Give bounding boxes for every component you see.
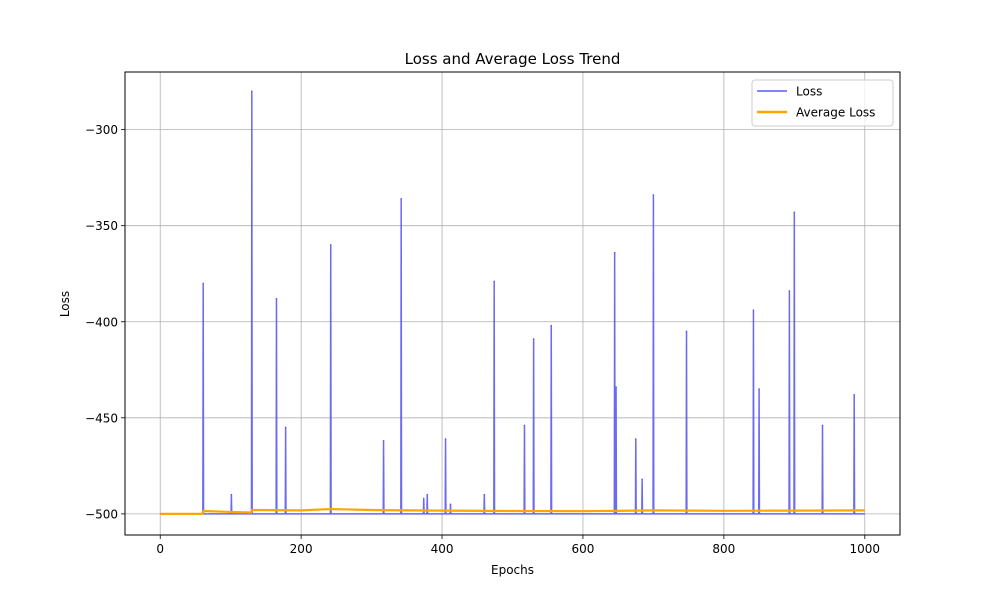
legend: Loss Average Loss	[751, 79, 894, 127]
loss-spike-point	[284, 426, 287, 429]
y-axis-label: Loss	[58, 291, 72, 317]
loss-spike-point	[793, 211, 796, 213]
loss-spike-point	[853, 394, 855, 396]
y-tick-label: −450	[85, 411, 118, 425]
y-tick-label: −400	[85, 315, 118, 329]
x-tick-label: 800	[712, 542, 735, 556]
chart-title: Loss and Average Loss Trend	[405, 50, 621, 68]
loss-spike-point	[752, 309, 755, 311]
x-tick-label: 200	[290, 542, 313, 556]
loss-spike-point	[613, 251, 616, 254]
loss-spike-point	[275, 297, 278, 300]
series-layer	[160, 90, 865, 515]
y-tick-label: −350	[85, 219, 118, 233]
loss-spike-point	[449, 503, 452, 506]
loss-spike-point	[788, 290, 791, 292]
loss-spike-point	[523, 424, 526, 427]
loss-spike-point	[483, 493, 486, 496]
loss-spike-point	[230, 493, 233, 496]
loss-spike-point	[685, 330, 688, 333]
loss-spike-point	[400, 198, 402, 200]
loss-spike-point	[444, 438, 447, 440]
average-loss-line	[160, 507, 865, 515]
loss-spike-point	[635, 438, 637, 440]
ticks: 0 200 400 600 800 1000 −300 −350 −400 −450 −500	[85, 123, 880, 556]
x-tick-label: 600	[572, 542, 595, 556]
loss-spike-point	[251, 90, 253, 92]
loss-spike-point	[641, 478, 643, 481]
loss-spike-point	[493, 280, 495, 283]
loss-spike-point	[532, 338, 535, 340]
loss-spike-point	[426, 493, 428, 496]
plot-frame	[124, 71, 901, 536]
loss-spike-point	[422, 497, 425, 500]
loss-spike-point	[202, 282, 204, 285]
loss-spike-point	[550, 324, 552, 327]
loss-spike-point	[329, 244, 332, 246]
x-tick-label: 0	[156, 542, 164, 556]
y-tick-label: −500	[85, 507, 118, 521]
loss-spike-point	[615, 386, 617, 388]
x-tick-label: 400	[431, 542, 454, 556]
loss-spike-point	[758, 388, 760, 390]
x-axis-label: Epochs	[491, 563, 534, 577]
legend-label-average-loss: Average Loss	[796, 106, 875, 120]
loss-spike-point	[652, 194, 655, 196]
loss-spike-point	[382, 440, 385, 442]
y-tick-label: −300	[85, 123, 118, 137]
loss-spike-point	[821, 424, 824, 427]
x-tick-label: 1000	[849, 542, 880, 556]
legend-label-loss: Loss	[796, 85, 822, 99]
legend-box	[751, 79, 894, 127]
